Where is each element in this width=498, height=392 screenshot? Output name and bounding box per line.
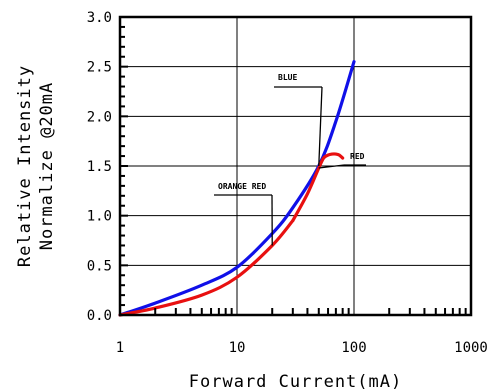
y-tick-label: 1.0 — [87, 209, 112, 225]
series-line-orange-red — [118, 219, 295, 317]
annotation-leader — [318, 86, 323, 167]
x-tick-label: 1000 — [454, 340, 488, 356]
annotation-leader — [318, 164, 345, 169]
y-axis-title-line-2: Normalize @20mA — [37, 82, 57, 251]
y-tick-label: 2.5 — [87, 60, 112, 76]
minor-ticks — [120, 16, 467, 316]
x-axis-title: Forward Current(mA) — [189, 372, 402, 392]
annotation-label-blue: BLUE — [278, 73, 297, 82]
y-tick-label: 0.5 — [87, 258, 112, 274]
tick-labels: 1 10 100 1000 0.0 0.5 1.0 1.5 2.0 2.5 3.0 — [87, 10, 488, 356]
x-tick-label: 1 — [116, 340, 124, 356]
y-tick-label: 2.0 — [87, 109, 112, 125]
y-tick-label: 0.0 — [87, 308, 112, 324]
series-line-red — [291, 152, 345, 223]
y-tick-label: 1.5 — [87, 159, 112, 175]
annotation-label-red: RED — [350, 152, 365, 161]
y-axis-title-line-1: Relative Intensity — [15, 65, 35, 267]
grid — [119, 16, 472, 316]
x-tick-label: 100 — [341, 340, 366, 356]
annotation-label-orange-red: ORANGE RED — [218, 182, 266, 191]
annotations: BLUE RED ORANGE RED — [214, 73, 366, 246]
y-tick-label: 3.0 — [87, 10, 112, 26]
x-tick-label: 10 — [229, 340, 246, 356]
